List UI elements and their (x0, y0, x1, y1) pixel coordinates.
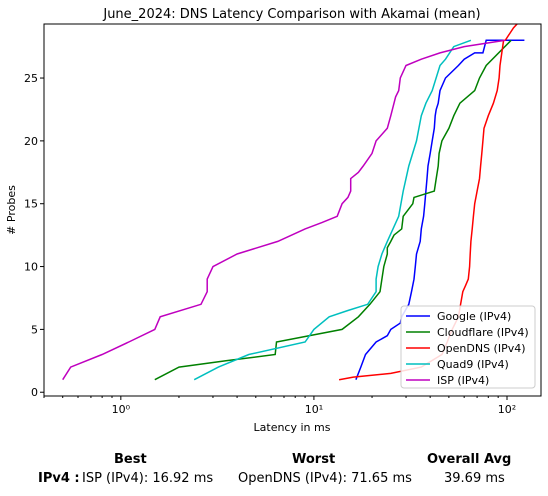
series-line-3 (193, 39, 472, 381)
best-value: ISP (IPv4): 16.92 ms (82, 471, 214, 486)
y-tick-label: 25 (24, 72, 38, 85)
series-line-1 (154, 39, 512, 381)
series-line-0 (355, 39, 525, 380)
ipv4-row-label: IPv4 : (38, 471, 80, 486)
legend-label: Cloudflare (IPv4) (437, 326, 529, 339)
y-tick-label: 10 (24, 261, 38, 274)
legend-label: Quad9 (IPv4) (437, 358, 509, 371)
x-tick-label: 10¹ (305, 403, 323, 416)
legend: Google (IPv4) Cloudflare (IPv4) OpenDNS (I… (400, 305, 536, 389)
y-tick-label: 15 (24, 198, 38, 211)
plot-frame (43, 23, 542, 397)
x-tick-label: 10⁰ (112, 403, 131, 416)
y-tick-label: 20 (24, 135, 38, 148)
latency-chart: June_2024: DNS Latency Comparison with A… (5, 7, 542, 434)
worst-header: Worst (292, 452, 336, 467)
overall-avg-value: 39.69 ms (444, 471, 505, 486)
y-tick-label: 5 (31, 323, 38, 336)
best-header: Best (114, 452, 147, 467)
legend-label: Google (IPv4) (437, 310, 511, 323)
y-axis-label: # Probes (5, 185, 18, 235)
overall-avg-header: Overall Avg (427, 452, 512, 467)
series-line-4 (62, 39, 506, 381)
summary-table: Best Worst Overall Avg IPv4 : ISP (IPv4)… (0, 448, 548, 496)
worst-value: OpenDNS (IPv4): 71.65 ms (238, 471, 412, 486)
x-tick-label: 10² (498, 403, 516, 416)
legend-label: ISP (IPv4) (437, 374, 489, 387)
x-axis-label: Latency in ms (254, 421, 331, 434)
x-axis: 10⁰ 10¹ 10² (43, 396, 516, 416)
y-axis: 0 5 10 15 20 25 (24, 72, 44, 399)
legend-box (400, 305, 536, 389)
legend-label: OpenDNS (IPv4) (437, 342, 526, 355)
chart-title: June_2024: DNS Latency Comparison with A… (102, 7, 480, 22)
y-tick-label: 0 (31, 386, 38, 399)
